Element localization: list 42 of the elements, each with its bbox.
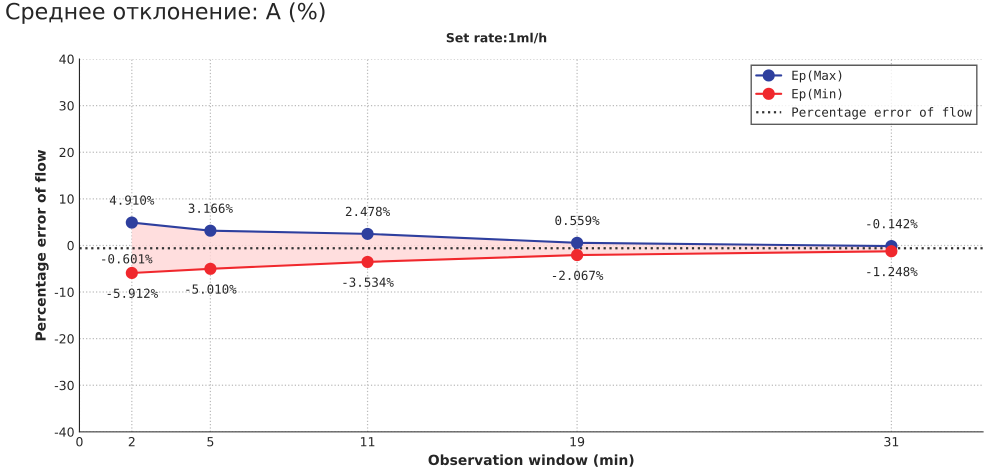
data-label: 4.910% <box>110 195 154 205</box>
x-tick-label: 31 <box>884 436 898 446</box>
point <box>571 236 584 249</box>
y-tick-label: -10 <box>54 288 74 297</box>
data-label: -1.248% <box>867 266 918 276</box>
y-tick-label: 0 <box>67 240 74 250</box>
x-tick-label: 5 <box>207 437 214 446</box>
y-tick-label: -30 <box>54 380 74 390</box>
point <box>126 216 138 229</box>
point <box>361 228 374 240</box>
data-label: -5.010% <box>186 284 237 294</box>
point <box>204 224 216 237</box>
legend-label: Percentage error of flow <box>792 107 972 120</box>
point <box>204 262 216 275</box>
x-axis-title: Observation window (min) <box>428 454 634 467</box>
data-label: -5.912% <box>108 288 158 298</box>
data-label: -2.067% <box>552 270 604 280</box>
data-label: 3.166% <box>188 204 233 213</box>
chart-title: Среднее отклонение: A (%) <box>6 2 325 24</box>
x-tick-label: 11 <box>360 437 374 446</box>
point <box>126 266 138 280</box>
data-label: 2.478% <box>346 206 390 216</box>
x-tick-label: 19 <box>570 436 584 446</box>
point <box>361 256 374 268</box>
data-label: -3.534% <box>343 277 394 287</box>
point <box>885 245 898 258</box>
point <box>571 249 584 262</box>
y-tick-label: 20 <box>60 148 74 158</box>
x-tick-label: 0 <box>76 436 83 446</box>
y-tick-label: 10 <box>60 194 74 204</box>
y-tick-label: -40 <box>54 427 74 437</box>
legend-label: Ep(Min) <box>792 88 842 101</box>
x-tick-label: 2 <box>128 436 135 446</box>
legend-label: Ep(Max) <box>792 70 842 82</box>
y-tick-label: -20 <box>54 334 74 344</box>
data-label: -0.142% <box>867 218 918 228</box>
data-label: 0.559% <box>555 216 600 226</box>
y-tick-label: 40 <box>59 54 74 64</box>
annotation: -0.601% <box>102 254 152 264</box>
y-axis-title: Percentage error of flow <box>35 150 49 340</box>
y-tick-label: 30 <box>60 101 74 111</box>
chart-subtitle: Set rate:1ml/h <box>446 32 546 44</box>
